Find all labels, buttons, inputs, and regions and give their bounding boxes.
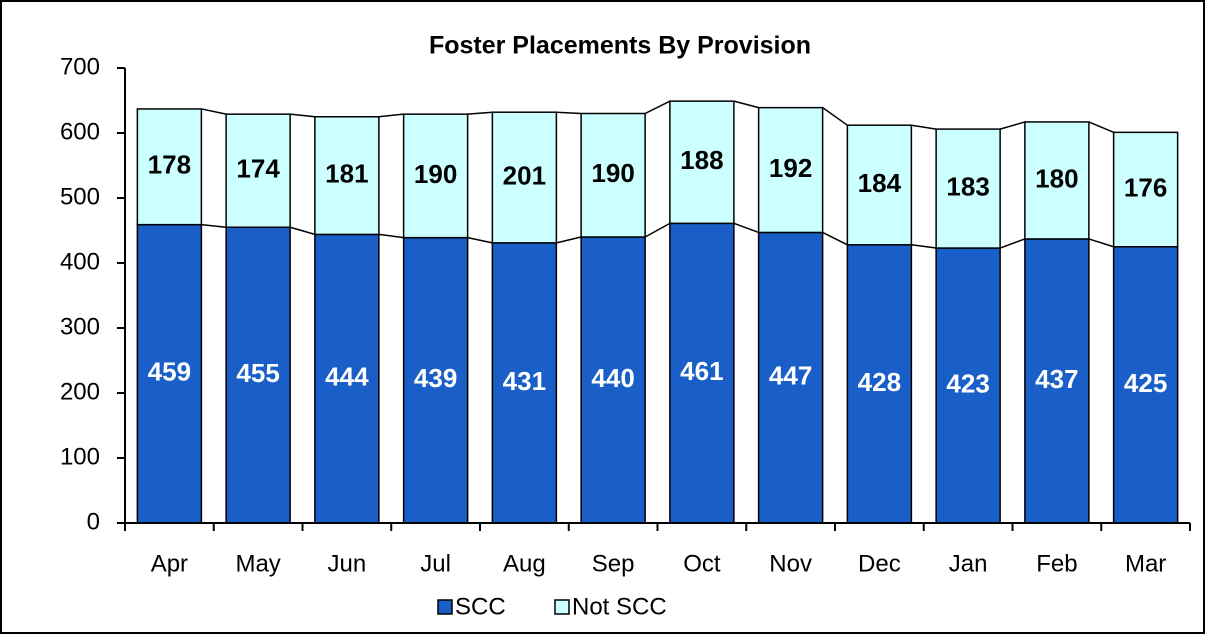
bar-segment [314,116,380,236]
data-label: 183 [946,171,989,201]
data-label: 425 [1124,368,1167,398]
data-label: 428 [858,367,901,397]
bar-segment [669,100,735,225]
x-tick-label: Aug [503,550,546,577]
x-tick-label: Mar [1125,550,1166,577]
data-label: 180 [1035,163,1078,193]
bar-segment [136,108,203,226]
data-label: 447 [769,361,812,391]
data-label: 184 [858,168,902,198]
series-line [644,222,671,238]
series-line [290,113,315,118]
bar-segment [491,111,558,244]
series-line [999,121,1026,130]
data-label: 455 [236,358,279,388]
data-label: 439 [414,363,457,393]
x-tick-label: Oct [683,550,721,577]
data-label: 188 [680,145,723,175]
y-tick-label: 600 [60,118,100,145]
bar-segment [846,124,913,246]
series-line [733,222,759,234]
bar-segment [491,242,558,524]
data-label: 190 [591,158,634,188]
series-line [556,111,582,115]
series-line [201,223,227,228]
legend-swatch [554,599,570,615]
y-tick-label: 300 [60,313,100,340]
bar-segment [580,236,646,524]
bar-segment [314,233,380,524]
y-tick-label: 100 [60,443,100,470]
series-line [822,107,848,126]
data-label: 440 [591,363,634,393]
data-label: 176 [1124,172,1167,202]
series-line [467,236,493,244]
series-line [822,231,848,246]
y-tick-label: 700 [60,53,100,80]
data-label: 461 [680,356,723,386]
x-tick-label: Nov [769,550,812,577]
bar-segment [1024,121,1090,240]
y-tick-label: 500 [60,183,100,210]
bar-segment [402,113,469,239]
x-tick-label: Apr [151,550,188,577]
x-tick-label: May [235,550,280,577]
bar-segment [1112,131,1179,248]
series-line [644,100,671,115]
x-tick-label: Dec [858,550,901,577]
legend-label: Not SCC [572,593,667,620]
bar-segment [1024,238,1090,524]
data-label: 190 [414,159,457,189]
legend-swatch [437,599,453,615]
x-tick-label: Jan [949,550,988,577]
series-line [733,100,759,109]
y-tick-label: 400 [60,248,100,275]
series-line [911,124,937,130]
series-line [378,233,404,239]
x-tick-label: Sep [592,550,635,577]
data-label: 192 [769,153,812,183]
series-line [378,113,404,118]
bar-segment [846,244,913,524]
series-line [1088,238,1114,248]
bar-segment [669,222,735,524]
series-line [556,236,582,244]
series-line [911,244,937,249]
data-label: 459 [148,357,191,387]
x-tick-label: Jun [328,550,367,577]
series-line [999,238,1026,249]
series-line [201,108,227,115]
bar-segment [757,231,824,524]
bar-segment [935,247,1001,524]
data-label: 178 [148,150,191,180]
series-line [289,226,316,236]
data-label: 201 [503,160,546,190]
x-tick-label: Feb [1036,550,1077,577]
data-label: 423 [946,368,989,398]
bar-segment [935,128,1001,249]
bar-segment [136,223,203,524]
y-tick-label: 200 [60,378,100,405]
bar-segment [580,112,646,238]
data-label: 431 [503,366,546,396]
data-label: 444 [325,362,369,392]
legend-label: SCC [455,593,506,620]
series-line [1088,121,1114,134]
data-label: 174 [236,154,280,184]
bar-segment [757,106,824,234]
y-tick-label: 0 [87,508,100,535]
series-line [467,111,493,115]
data-label: 181 [325,158,368,188]
chart-title: Foster Placements By Provision [429,32,811,60]
data-label: 437 [1035,364,1078,394]
x-tick-label: Jul [420,550,451,577]
bar-segment [225,113,291,228]
